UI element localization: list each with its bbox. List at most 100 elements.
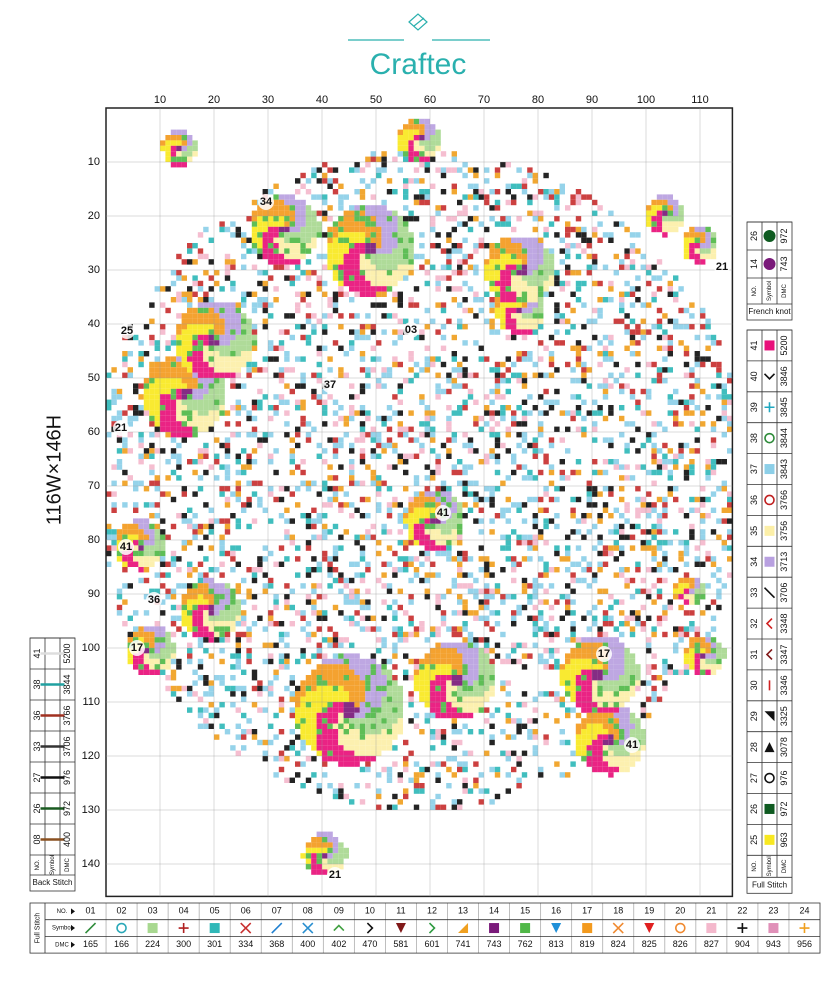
stitch-cell bbox=[630, 664, 635, 669]
stitch-cell bbox=[500, 297, 505, 302]
stitch-cell bbox=[614, 643, 619, 648]
stitch-cell bbox=[452, 718, 457, 723]
stitch-cell bbox=[246, 648, 251, 653]
stitch-cell bbox=[457, 648, 462, 653]
stitch-cell bbox=[387, 513, 392, 518]
stitch-cell bbox=[333, 691, 338, 696]
stitch-cell bbox=[144, 670, 149, 675]
stitch-cell bbox=[468, 632, 473, 637]
stitch-cell bbox=[333, 551, 338, 556]
stitch-cell bbox=[587, 346, 592, 351]
stitch-cell bbox=[403, 794, 408, 799]
stitch-cell bbox=[489, 297, 494, 302]
stitch-cell bbox=[635, 373, 640, 378]
stitch-cell bbox=[489, 713, 494, 718]
stitch-cell bbox=[657, 205, 662, 210]
stitch-cell bbox=[468, 265, 473, 270]
stitch-cell bbox=[192, 146, 197, 151]
stitch-cell bbox=[587, 680, 592, 685]
stitch-cell bbox=[365, 697, 370, 702]
stitch-cell bbox=[252, 734, 257, 739]
stitch-cell bbox=[435, 464, 440, 469]
stitch-cell bbox=[376, 356, 381, 361]
stitch-cell bbox=[441, 643, 446, 648]
stitch-cell bbox=[430, 157, 435, 162]
stitch-cell bbox=[317, 702, 322, 707]
stitch-cell bbox=[187, 259, 192, 264]
stitch-cell bbox=[408, 356, 413, 361]
stitch-cell bbox=[365, 238, 370, 243]
stitch-cell bbox=[219, 362, 224, 367]
stitch-cell bbox=[187, 410, 192, 415]
stitch-cell bbox=[581, 670, 586, 675]
stitch-cell bbox=[597, 567, 602, 572]
stitch-cell bbox=[214, 410, 219, 415]
stitch-cell bbox=[209, 508, 214, 513]
stitch-cell bbox=[182, 259, 187, 264]
stitch-cell bbox=[230, 367, 235, 372]
stitch-cell bbox=[392, 216, 397, 221]
stitch-cell bbox=[398, 707, 403, 712]
stitch-cell bbox=[171, 621, 176, 626]
stitch-cell bbox=[624, 680, 629, 685]
stitch-cell bbox=[257, 556, 262, 561]
stitch-cell bbox=[155, 524, 160, 529]
stitch-cell bbox=[425, 637, 430, 642]
stitch-cell bbox=[506, 302, 511, 307]
stitch-cell bbox=[484, 616, 489, 621]
stitch-cell bbox=[349, 340, 354, 345]
stitch-cell bbox=[430, 572, 435, 577]
stitch-cell bbox=[338, 680, 343, 685]
stitch-cell bbox=[479, 697, 484, 702]
stitch-cell bbox=[160, 410, 165, 415]
stitch-cell bbox=[473, 637, 478, 642]
stitch-cell bbox=[538, 292, 543, 297]
stitch-cell bbox=[489, 648, 494, 653]
stitch-cell bbox=[452, 578, 457, 583]
stitch-cell bbox=[160, 670, 165, 675]
stitch-cell bbox=[376, 173, 381, 178]
stitch-cell bbox=[462, 221, 467, 226]
stitch-cell bbox=[236, 313, 241, 318]
stitch-cell bbox=[473, 167, 478, 172]
stitch-cell bbox=[376, 383, 381, 388]
stitch-cell bbox=[111, 535, 116, 540]
stitch-cell bbox=[327, 713, 332, 718]
stitch-cell bbox=[657, 578, 662, 583]
stitch-cell bbox=[538, 286, 543, 291]
stitch-cell bbox=[662, 200, 667, 205]
stitch-cell bbox=[554, 389, 559, 394]
stitch-cell bbox=[608, 740, 613, 745]
stitch-cell bbox=[322, 410, 327, 415]
stitch-cell bbox=[165, 491, 170, 496]
stitch-cell bbox=[522, 286, 527, 291]
stitch-cell bbox=[349, 659, 354, 664]
stitch-cell bbox=[597, 313, 602, 318]
stitch-cell bbox=[597, 670, 602, 675]
stitch-cell bbox=[209, 578, 214, 583]
stitch-cell bbox=[182, 340, 187, 345]
stitch-cell bbox=[360, 194, 365, 199]
stitch-cell bbox=[360, 545, 365, 550]
stitch-cell bbox=[327, 497, 332, 502]
stitch-cell bbox=[306, 621, 311, 626]
stitch-cell bbox=[446, 275, 451, 280]
stitch-cell bbox=[333, 454, 338, 459]
stitch-cell bbox=[263, 302, 268, 307]
stitch-cell bbox=[538, 535, 543, 540]
stitch-cell bbox=[327, 248, 332, 253]
stitch-cell bbox=[462, 605, 467, 610]
stitch-cell bbox=[344, 637, 349, 642]
stitch-cell bbox=[333, 745, 338, 750]
stitch-cell bbox=[414, 286, 419, 291]
stitch-cell bbox=[484, 637, 489, 642]
stitch-cell bbox=[403, 637, 408, 642]
stitch-cell bbox=[257, 211, 262, 216]
stitch-cell bbox=[209, 346, 214, 351]
stitch-cell bbox=[306, 292, 311, 297]
stitch-cell bbox=[198, 664, 203, 669]
stitch-cell bbox=[360, 626, 365, 631]
stitch-cell bbox=[133, 335, 138, 340]
stitch-cell bbox=[311, 605, 316, 610]
stitch-cell bbox=[608, 383, 613, 388]
